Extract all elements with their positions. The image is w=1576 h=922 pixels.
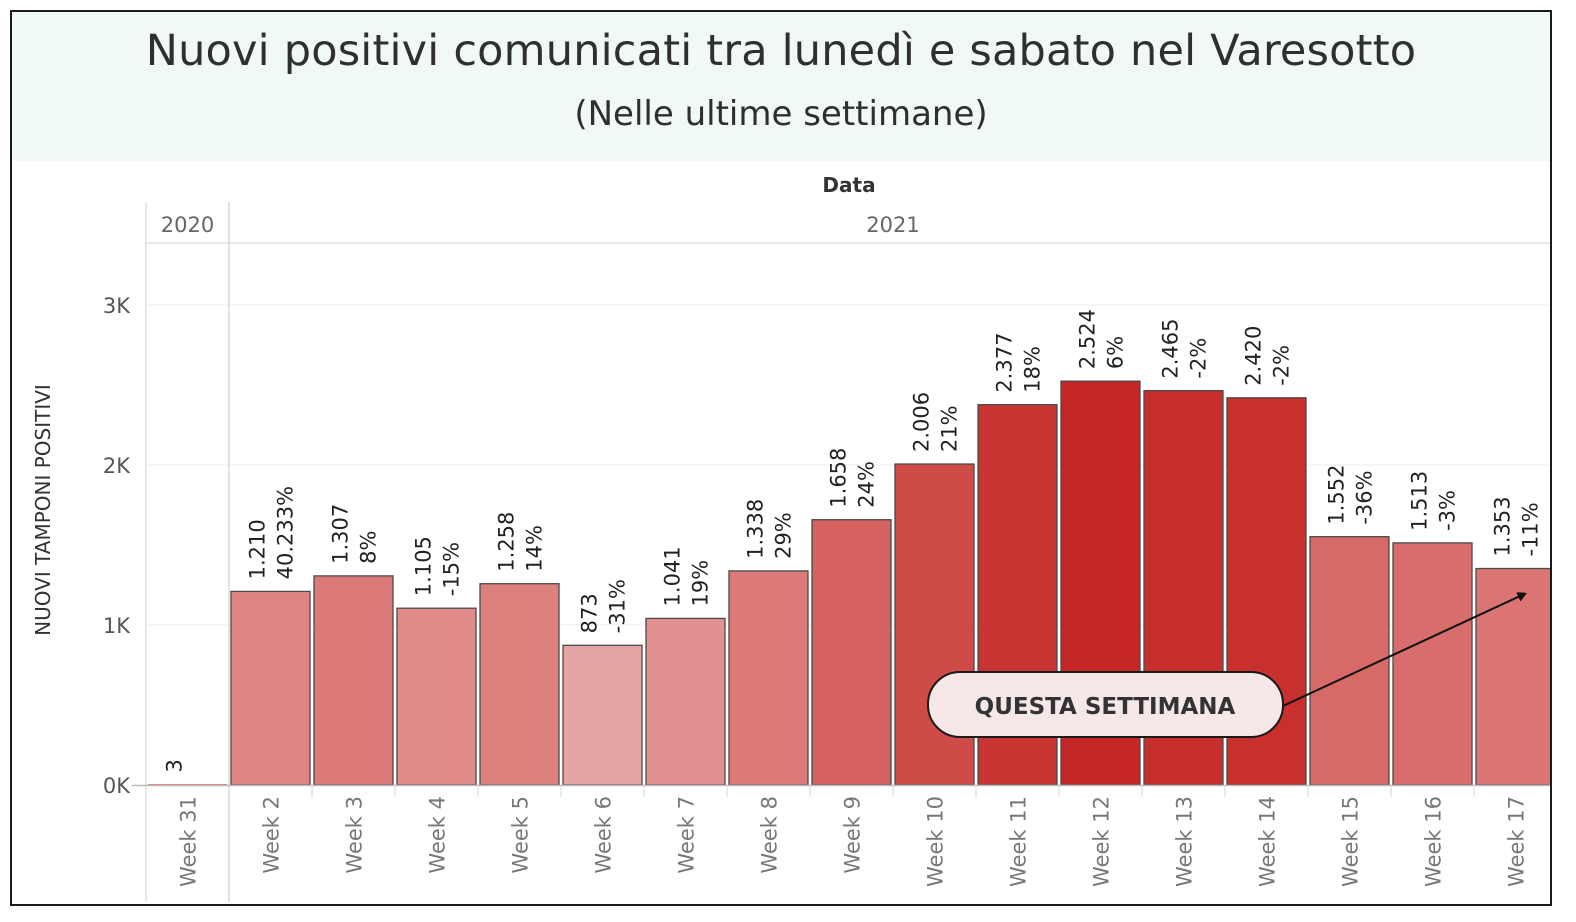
bar-change-label: -36% (1353, 470, 1377, 524)
x-tick-label: Week 8 (758, 796, 782, 874)
x-tick-label: Week 13 (1173, 796, 1197, 887)
x-tick-label: Week 7 (675, 796, 699, 874)
y-tick-label: 0K (103, 774, 131, 798)
bar-value-label: 1.658 (827, 448, 851, 508)
chart-header: Nuovi positivi comunicati tra lunedì e s… (12, 12, 1550, 161)
bar-value-label: 2.377 (993, 333, 1017, 393)
x-tick-label: Week 11 (1007, 796, 1031, 887)
bar (230, 590, 311, 786)
bar-value-label: 1.041 (661, 546, 685, 606)
annotation-text: QUESTA SETTIMANA (975, 694, 1236, 720)
bar-value-label: 873 (578, 593, 602, 633)
x-tick-label: Week 31 (177, 796, 201, 887)
bar (811, 519, 892, 786)
x-tick-label: Week 2 (260, 796, 284, 874)
y-axis-title: NUOVI TAMPONI POSITIVI (31, 384, 55, 636)
bar-value-label: 2.420 (1242, 326, 1266, 386)
bar-change-label: 21% (938, 405, 962, 452)
bar-value-label: 1.105 (412, 536, 436, 596)
bar (1309, 536, 1390, 786)
annotation-bubble (927, 671, 1284, 738)
chart-frame: Nuovi positivi comunicati tra lunedì e s… (10, 10, 1552, 906)
x-tick-label: Week 16 (1422, 796, 1446, 887)
bar-change-label: 18% (1021, 346, 1045, 393)
bar-change-label: 14% (523, 525, 547, 572)
bar-value-label: 1.338 (744, 499, 768, 559)
x-tick-label: Week 14 (1256, 796, 1280, 887)
bar-change-label: -2% (1270, 345, 1294, 386)
bar (396, 607, 477, 786)
bar (1392, 542, 1473, 786)
column-header: Data (822, 173, 875, 197)
bar (479, 583, 560, 786)
bar-change-label: -11% (1519, 502, 1543, 556)
y-tick-label: 3K (103, 294, 131, 318)
year-label: 2020 (161, 213, 214, 237)
bar-change-label: -3% (1436, 490, 1460, 531)
x-tick-label: Week 5 (509, 796, 533, 874)
year-label: 2021 (866, 213, 919, 237)
x-tick-label: Week 3 (343, 796, 367, 874)
chart-title: Nuovi positivi comunicati tra lunedì e s… (145, 26, 1417, 76)
bar-value-label: 2.524 (1076, 309, 1100, 369)
x-tick-label: Week 10 (924, 796, 948, 887)
x-tick-label: Week 4 (426, 796, 450, 874)
chart-subtitle: (Nelle ultime settimane) (574, 94, 988, 134)
bar (562, 644, 643, 786)
bar-value-label: 1.210 (246, 519, 270, 579)
bar-change-label: -15% (440, 542, 464, 596)
bar-change-label: 8% (357, 531, 381, 564)
bar-value-label: 1.353 (1491, 496, 1515, 556)
bar-value-label: 1.552 (1325, 465, 1349, 525)
y-tick-label: 1K (103, 614, 131, 638)
bar-change-label: -31% (606, 579, 630, 633)
bar-value-label: 2.006 (910, 392, 934, 452)
bar-value-label: 1.513 (1408, 471, 1432, 531)
bar-change-label: 24% (855, 461, 879, 508)
bar-value-label: 2.465 (1159, 318, 1183, 378)
bar-change-label: -2% (1187, 338, 1211, 379)
bar-change-label: 6% (1104, 336, 1128, 369)
bar (1475, 567, 1550, 786)
x-tick-label: Week 12 (1090, 796, 1114, 887)
x-tick-label: Week 6 (592, 796, 616, 874)
bar (645, 617, 726, 786)
bar (148, 784, 227, 786)
x-tick-label: Week 17 (1505, 796, 1529, 887)
bar (313, 575, 394, 786)
bar-value-label: 1.307 (329, 504, 353, 564)
bar-change-label: 40.233% (274, 486, 298, 579)
bar-value-label: 3 (163, 759, 187, 772)
bar-change-label: 19% (689, 560, 713, 607)
bar (728, 570, 809, 786)
x-tick-label: Week 15 (1339, 796, 1363, 887)
annotation-arrow (1282, 592, 1528, 707)
bar-change-label: 29% (772, 512, 796, 559)
x-tick-label: Week 9 (841, 796, 865, 874)
bar-chart: 3 1.210 40.233% 1.307 8% 1.105 -15% 1.258 14% 873… (31, 173, 1550, 902)
bar-value-label: 1.258 (495, 512, 519, 572)
y-tick-label: 2K (103, 454, 131, 478)
